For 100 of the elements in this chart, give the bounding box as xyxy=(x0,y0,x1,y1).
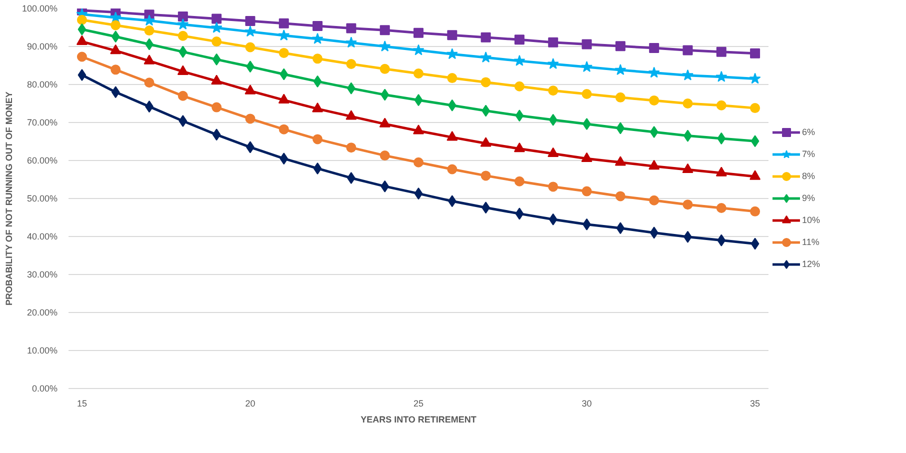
point xyxy=(78,23,86,36)
point xyxy=(480,170,491,181)
point xyxy=(750,206,760,216)
point xyxy=(177,65,188,75)
point xyxy=(414,188,423,200)
point xyxy=(749,72,761,84)
point xyxy=(312,20,323,31)
point xyxy=(178,90,188,101)
y-tick-label: 70.00% xyxy=(26,118,58,128)
point xyxy=(515,110,524,122)
point xyxy=(278,29,290,40)
point xyxy=(414,94,423,106)
point xyxy=(682,98,693,108)
point xyxy=(716,70,728,82)
legend-label: 11% xyxy=(802,237,820,247)
point xyxy=(244,26,256,37)
point xyxy=(650,226,658,239)
point xyxy=(212,102,222,112)
point xyxy=(616,122,625,134)
point xyxy=(278,124,289,134)
point xyxy=(210,22,222,33)
point xyxy=(446,48,458,60)
point xyxy=(313,75,322,88)
point xyxy=(716,166,727,176)
point xyxy=(716,203,726,213)
legend-label: 10% xyxy=(802,215,822,225)
point xyxy=(648,160,660,170)
point xyxy=(716,46,726,57)
point xyxy=(447,73,458,84)
point xyxy=(212,14,222,24)
point xyxy=(446,131,458,141)
point xyxy=(413,124,424,134)
point xyxy=(280,68,288,80)
point xyxy=(649,95,660,106)
point xyxy=(178,46,188,58)
point xyxy=(615,191,626,202)
point xyxy=(548,213,558,226)
point xyxy=(682,200,693,210)
y-tick-label: 10.00% xyxy=(26,346,58,356)
point xyxy=(144,54,155,64)
point xyxy=(716,100,726,110)
y-tick-label: 20.00% xyxy=(26,308,58,318)
point xyxy=(750,103,760,114)
y-tick-label: 90.00% xyxy=(26,42,58,52)
x-tick-label: 35 xyxy=(750,398,760,408)
point xyxy=(514,142,525,152)
point xyxy=(582,186,592,196)
point xyxy=(750,170,761,180)
point xyxy=(480,77,491,88)
point xyxy=(379,118,390,128)
point xyxy=(76,14,87,25)
point xyxy=(480,52,492,62)
point xyxy=(614,156,626,166)
point xyxy=(178,11,188,22)
point xyxy=(380,25,390,36)
point xyxy=(447,30,458,40)
point xyxy=(649,43,660,54)
y-tick-label: 0.00% xyxy=(32,384,58,394)
point xyxy=(682,163,694,174)
point xyxy=(144,14,155,26)
point xyxy=(548,86,558,96)
y-tick-label: 40.00% xyxy=(26,232,58,242)
point xyxy=(581,152,592,162)
point xyxy=(515,208,524,220)
point xyxy=(111,86,120,98)
point xyxy=(414,157,424,168)
legend-label: 8% xyxy=(802,171,816,181)
point xyxy=(280,152,288,165)
y-tick-label: 80.00% xyxy=(26,80,58,90)
legend-label: 12% xyxy=(802,259,822,269)
point xyxy=(717,234,726,246)
point xyxy=(278,18,289,28)
x-tick-label: 30 xyxy=(582,398,592,408)
point xyxy=(380,64,390,74)
point xyxy=(480,32,491,42)
y-tick-label: 30.00% xyxy=(26,270,58,280)
point xyxy=(379,40,391,52)
point xyxy=(110,20,121,30)
point xyxy=(312,54,323,64)
point xyxy=(278,48,289,58)
point xyxy=(245,42,256,52)
point xyxy=(447,164,458,174)
point xyxy=(144,26,154,36)
point xyxy=(278,94,290,104)
point xyxy=(614,64,626,76)
point xyxy=(346,58,356,69)
point xyxy=(750,238,760,250)
point xyxy=(76,52,87,62)
point xyxy=(313,162,322,174)
point xyxy=(615,92,626,102)
point xyxy=(514,54,526,66)
point xyxy=(514,81,524,92)
y-tick-label: 50.00% xyxy=(26,194,58,204)
point xyxy=(346,110,357,120)
x-axis-title: YEARS INTO RETIREMENT xyxy=(360,414,477,424)
point xyxy=(548,147,559,158)
point xyxy=(682,69,694,80)
point xyxy=(144,78,154,88)
x-tick-label: 25 xyxy=(413,398,424,408)
point xyxy=(346,142,356,153)
